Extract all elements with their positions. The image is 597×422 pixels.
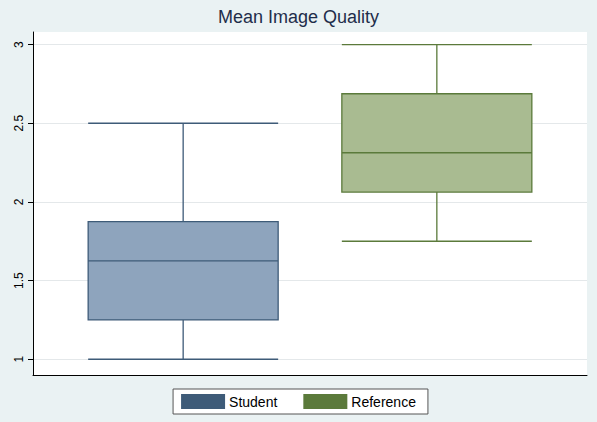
svg-text:Student: Student <box>229 394 277 410</box>
svg-text:Reference: Reference <box>351 394 416 410</box>
svg-text:1: 1 <box>12 356 26 363</box>
svg-text:3: 3 <box>12 41 26 48</box>
svg-text:Mean Image Quality: Mean Image Quality <box>218 7 379 27</box>
svg-text:2.5: 2.5 <box>12 115 26 132</box>
svg-text:2: 2 <box>12 198 26 205</box>
svg-text:1.5: 1.5 <box>12 272 26 289</box>
